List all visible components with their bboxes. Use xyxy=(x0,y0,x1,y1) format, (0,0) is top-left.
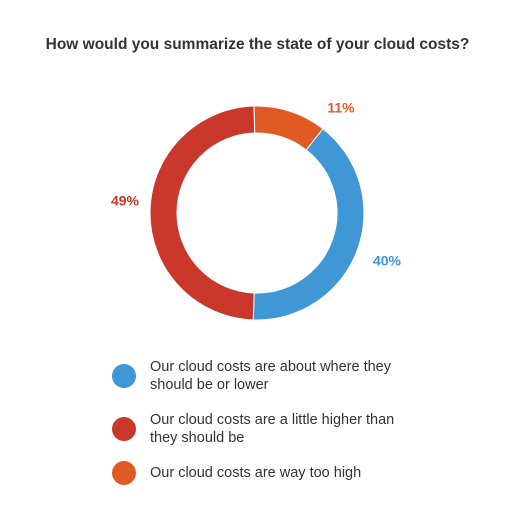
legend-swatch-about-right xyxy=(112,364,136,388)
legend-item-about-right: Our cloud costs are about where they sho… xyxy=(112,358,442,394)
legend-swatch-way-too-high xyxy=(112,461,136,485)
donut-slice-way-too-high xyxy=(253,105,324,151)
donut-slice-little-higher xyxy=(149,105,256,321)
slice-label-way-too-high: 11% xyxy=(327,100,355,116)
legend-label-about-right: Our cloud costs are about where they sho… xyxy=(150,359,391,393)
legend-item-way-too-high: Our cloud costs are way too high xyxy=(112,461,442,485)
legend-item-little-higher: Our cloud costs are a little higher than… xyxy=(112,411,442,447)
legend-swatch-little-higher xyxy=(112,417,136,441)
legend-label-little-higher: Our cloud costs are a little higher than… xyxy=(150,412,395,446)
slice-label-about-right: 40% xyxy=(373,253,402,269)
donut-slice-about-right xyxy=(252,127,365,321)
slice-label-little-higher: 49% xyxy=(111,193,140,209)
legend-label-way-too-high: Our cloud costs are way too high xyxy=(150,465,362,481)
chart-title: How would you summarize the state of you… xyxy=(45,36,470,53)
